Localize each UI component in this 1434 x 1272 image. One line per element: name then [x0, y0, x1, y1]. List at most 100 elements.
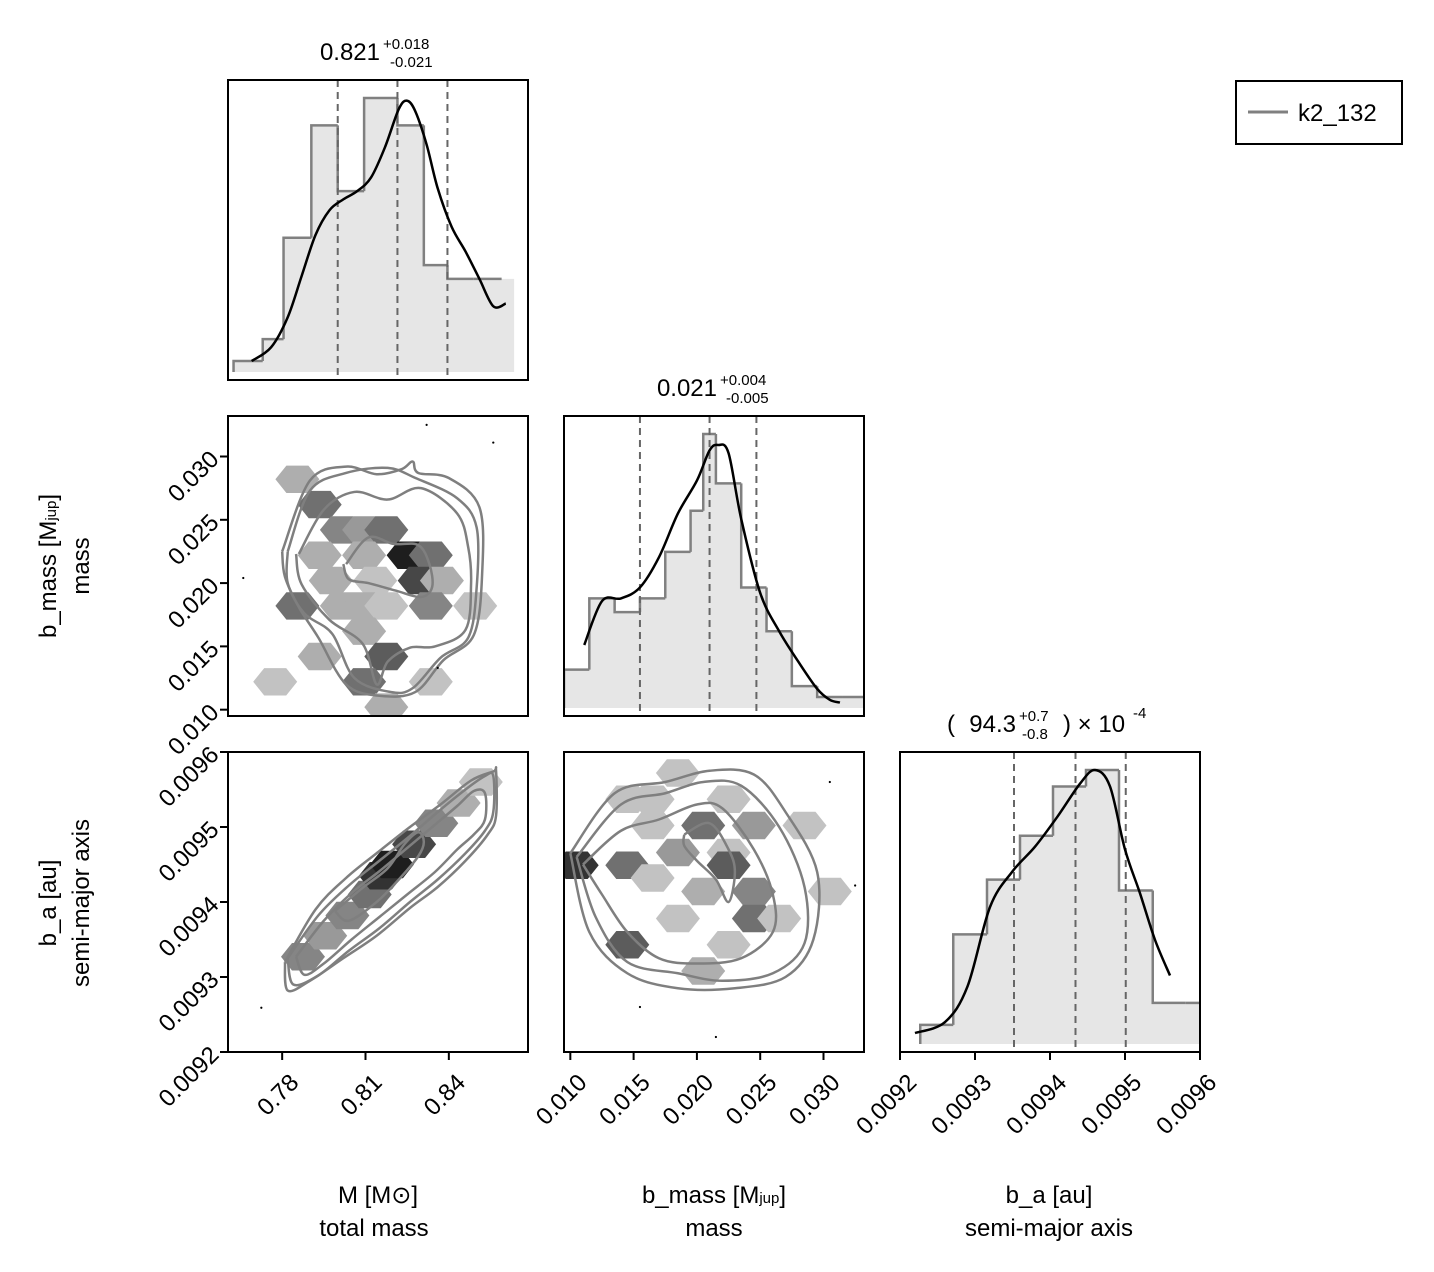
hexbin: [807, 877, 852, 906]
sample-point: [260, 1006, 263, 1009]
summary-minus-b-a: -0.8: [1022, 726, 1048, 743]
panel-frame-M-M: [227, 79, 529, 381]
hexbin: [655, 759, 700, 787]
hist-bin-b_mass: [613, 598, 640, 614]
hexbin: [706, 931, 751, 959]
contour-line: [575, 779, 810, 983]
hist-bin-M: [422, 125, 448, 267]
summary-exponent-b-a: -4: [1133, 705, 1146, 722]
hist-bin-b_a: [1117, 770, 1153, 892]
contour-line: [285, 466, 480, 695]
y-axis-label-b-a: b_a [au] semi-major axis: [35, 819, 95, 987]
y-axis-label-b-mass-main: b_mass [M: [35, 521, 62, 638]
x-tick-label-b_a: 0.0093: [926, 1069, 997, 1140]
contour-line: [569, 768, 821, 992]
hexbin: [408, 541, 453, 569]
hist-bin-b_a: [1051, 785, 1086, 836]
x-axis-label-b-mass-name: b_mass [Mjup]: [642, 1182, 786, 1209]
summary-value-b-a: 94.3: [969, 711, 1016, 738]
x-axis-label-b-mass-end: ]: [779, 1182, 786, 1209]
summary-annotation-b-mass: 0.021 +0.004 -0.005: [657, 372, 769, 407]
pair-panel-b_a-vs-b_mass: [564, 759, 857, 1039]
hist-bin-b_mass: [664, 550, 691, 599]
summary-plus-m: +0.018: [383, 36, 429, 53]
hexbin: [731, 877, 776, 906]
hexbin: [757, 904, 802, 933]
x-axis-label-b-a-description: semi-major axis: [965, 1215, 1133, 1242]
summary-minus-m: -0.021: [390, 54, 433, 71]
hist-fill-b_mass: [564, 434, 864, 708]
hexbin: [655, 838, 700, 867]
contour-line: [294, 788, 488, 977]
hist-bin-b_mass: [790, 631, 818, 688]
summary-prefix-b-a: (: [947, 711, 955, 738]
contour-line: [286, 771, 496, 987]
hist-fill-M: [233, 98, 515, 372]
y-axis-label-b-mass-end: ]: [35, 494, 62, 501]
panel-frame-b_mass-M: [227, 415, 529, 717]
contour-line: [682, 821, 737, 904]
hist-bin-b_a: [1151, 890, 1186, 1005]
hexbin: [297, 642, 342, 671]
y-tick-label-b_mass: 0.025: [163, 509, 225, 571]
hexbin: [308, 566, 353, 595]
contour-line: [334, 831, 426, 923]
x-tick-label-M: 0.81: [335, 1069, 387, 1121]
y-axis-label-b-mass-name: b_mass [Mjup]: [35, 494, 62, 638]
x-tick-label-b_mass: 0.030: [784, 1069, 846, 1131]
sample-point: [492, 441, 495, 444]
marginal-b_a: [914, 752, 1200, 1052]
y-axis-label-b-a-name: b_a [au]: [35, 860, 62, 947]
legend: k2_132: [1235, 80, 1403, 145]
sample-point: [638, 1005, 642, 1009]
summary-plus-b-mass: +0.004: [720, 372, 766, 389]
hexbin: [297, 541, 342, 569]
hist-bin-b_a: [1084, 768, 1119, 787]
kde-curve-M: [250, 99, 507, 363]
pair-panel-b_mass-vs-M: [242, 423, 498, 716]
hexbin: [655, 904, 700, 933]
x-axis-label-m-name: M [M⊙]: [338, 1182, 418, 1209]
sample-point: [828, 780, 831, 784]
hexbin: [706, 785, 751, 813]
x-axis-label-b-a-name: b_a [au]: [1006, 1182, 1093, 1209]
hist-bin-b_mass: [765, 587, 792, 633]
summary-annotation-b-a: ( 94.3 +0.7 -0.8 ) × 10 -4: [947, 705, 1146, 743]
sample-point: [436, 666, 439, 669]
hexbin: [342, 617, 387, 645]
y-tick-label-b_a: 0.0093: [153, 966, 224, 1037]
summary-value-b-mass: 0.021: [657, 375, 717, 402]
x-axis-label-b-mass-sub: jup: [758, 1190, 779, 1207]
x-tick-label-b_a: 0.0094: [1001, 1069, 1072, 1140]
panel-frame-b_a-b_mass: [563, 751, 865, 1053]
hexbin: [364, 642, 409, 671]
y-tick-label-b_mass: 0.020: [163, 572, 225, 634]
y-tick-label-b_mass: 0.030: [163, 446, 225, 508]
x-tick-label-M: 0.84: [419, 1069, 471, 1121]
hexbin: [630, 864, 675, 892]
hist-bin-b_a: [952, 933, 987, 1025]
hexbin: [275, 465, 320, 493]
marginal-b_mass: [564, 416, 864, 716]
x-tick-label-b_mass: 0.015: [594, 1069, 656, 1131]
x-tick-label-b_mass: 0.025: [721, 1069, 783, 1131]
y-axis-label-b-mass-description: mass: [68, 537, 95, 594]
x-axis-label-b-mass-description: mass: [685, 1215, 742, 1242]
pair-panel-b_a-vs-M: [228, 766, 503, 1039]
y-axis-label-b-mass-sub: jup: [43, 501, 60, 522]
kde-curve-b_a: [914, 768, 1172, 1035]
hexbin: [253, 668, 298, 696]
marginal-M: [232, 80, 515, 380]
y-axis-label-b-mass: b_mass [Mjup] mass: [35, 494, 95, 638]
x-tick-label-b_a: 0.0092: [851, 1069, 922, 1140]
x-tick-label-b_a: 0.0095: [1076, 1069, 1147, 1140]
sample-point: [854, 884, 857, 887]
hexbin: [681, 811, 726, 840]
hist-bin-M: [362, 96, 398, 192]
x-tick-label-b_a: 0.0096: [1151, 1069, 1222, 1140]
contour-line: [294, 486, 473, 686]
y-tick-label-b_a: 0.0094: [153, 891, 224, 962]
kde-curve-b_mass: [583, 443, 841, 704]
x-axis-label-m-description: total mass: [319, 1215, 428, 1242]
